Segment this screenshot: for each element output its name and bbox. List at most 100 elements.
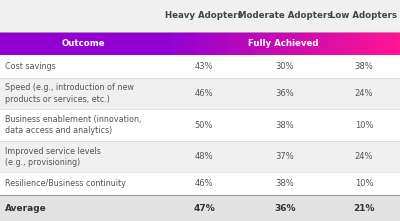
Text: Moderate Adopters: Moderate Adopters bbox=[238, 11, 332, 20]
Bar bbox=[251, 32, 254, 55]
Bar bbox=[0, 172, 400, 196]
Bar bbox=[0, 0, 400, 32]
Text: Fully Achieved: Fully Achieved bbox=[248, 39, 318, 48]
Bar bbox=[190, 32, 193, 55]
Text: 46%: 46% bbox=[195, 179, 213, 189]
Text: Low Adopters: Low Adopters bbox=[330, 11, 398, 20]
Bar bbox=[219, 32, 222, 55]
Bar bbox=[274, 32, 278, 55]
Bar bbox=[283, 32, 287, 55]
Bar bbox=[315, 32, 319, 55]
Bar bbox=[356, 32, 360, 55]
Text: 36%: 36% bbox=[276, 89, 294, 98]
Bar bbox=[380, 32, 383, 55]
Bar bbox=[242, 32, 246, 55]
Text: Resilience/Business continuity: Resilience/Business continuity bbox=[5, 179, 126, 189]
Bar bbox=[306, 32, 310, 55]
Bar bbox=[0, 196, 400, 221]
Bar bbox=[186, 32, 190, 55]
Bar bbox=[271, 32, 275, 55]
Bar bbox=[295, 32, 298, 55]
Bar bbox=[338, 32, 342, 55]
Text: 48%: 48% bbox=[195, 152, 213, 161]
Bar bbox=[333, 32, 336, 55]
Bar bbox=[0, 32, 166, 55]
Text: 37%: 37% bbox=[276, 152, 294, 161]
Bar bbox=[192, 32, 196, 55]
Bar bbox=[239, 32, 243, 55]
Bar bbox=[224, 32, 228, 55]
Bar bbox=[266, 32, 269, 55]
Bar bbox=[336, 32, 339, 55]
Bar bbox=[385, 32, 389, 55]
Bar bbox=[321, 32, 325, 55]
Bar bbox=[330, 32, 334, 55]
Bar bbox=[204, 32, 208, 55]
Text: 38%: 38% bbox=[355, 62, 373, 71]
Bar bbox=[300, 32, 304, 55]
Bar bbox=[0, 78, 400, 109]
Bar bbox=[368, 32, 372, 55]
Bar bbox=[382, 32, 386, 55]
Bar bbox=[292, 32, 296, 55]
Bar bbox=[169, 32, 173, 55]
Bar bbox=[222, 32, 225, 55]
Bar bbox=[245, 32, 249, 55]
Bar bbox=[309, 32, 313, 55]
Bar bbox=[0, 141, 400, 172]
Bar bbox=[195, 32, 199, 55]
Bar bbox=[175, 32, 178, 55]
Bar bbox=[377, 32, 380, 55]
Text: 24%: 24% bbox=[355, 152, 373, 161]
Bar bbox=[230, 32, 234, 55]
Bar bbox=[344, 32, 348, 55]
Bar bbox=[248, 32, 252, 55]
Text: 47%: 47% bbox=[193, 204, 215, 213]
Text: 36%: 36% bbox=[274, 204, 296, 213]
Bar bbox=[172, 32, 176, 55]
Bar bbox=[233, 32, 237, 55]
Bar bbox=[371, 32, 374, 55]
Bar bbox=[0, 55, 400, 78]
Text: 10%: 10% bbox=[355, 179, 373, 189]
Bar bbox=[184, 32, 187, 55]
Bar bbox=[397, 32, 400, 55]
Bar bbox=[216, 32, 220, 55]
Bar bbox=[362, 32, 366, 55]
Bar bbox=[359, 32, 363, 55]
Bar bbox=[260, 32, 263, 55]
Bar bbox=[391, 32, 395, 55]
Bar bbox=[286, 32, 290, 55]
Bar bbox=[342, 32, 345, 55]
Text: Outcome: Outcome bbox=[61, 39, 105, 48]
Text: 38%: 38% bbox=[276, 121, 294, 130]
Text: 43%: 43% bbox=[195, 62, 213, 71]
Text: Heavy Adopters: Heavy Adopters bbox=[165, 11, 243, 20]
Bar bbox=[347, 32, 351, 55]
Text: Average: Average bbox=[5, 204, 46, 213]
Bar bbox=[374, 32, 377, 55]
Text: 24%: 24% bbox=[355, 89, 373, 98]
Text: 46%: 46% bbox=[195, 89, 213, 98]
Text: 50%: 50% bbox=[195, 121, 213, 130]
Text: 38%: 38% bbox=[276, 179, 294, 189]
Bar bbox=[312, 32, 316, 55]
Bar bbox=[324, 32, 328, 55]
Bar bbox=[277, 32, 281, 55]
Bar bbox=[268, 32, 272, 55]
Bar bbox=[353, 32, 357, 55]
Bar bbox=[298, 32, 301, 55]
Bar bbox=[280, 32, 284, 55]
Bar bbox=[365, 32, 369, 55]
Bar bbox=[198, 32, 202, 55]
Bar bbox=[262, 32, 266, 55]
Text: 21%: 21% bbox=[353, 204, 375, 213]
Bar bbox=[166, 32, 170, 55]
Bar bbox=[228, 32, 231, 55]
Bar bbox=[394, 32, 398, 55]
Bar bbox=[178, 32, 182, 55]
Bar bbox=[350, 32, 354, 55]
Bar bbox=[257, 32, 260, 55]
Bar bbox=[210, 32, 214, 55]
Text: Speed (e.g., introduction of new
products or services, etc.): Speed (e.g., introduction of new product… bbox=[5, 84, 134, 104]
